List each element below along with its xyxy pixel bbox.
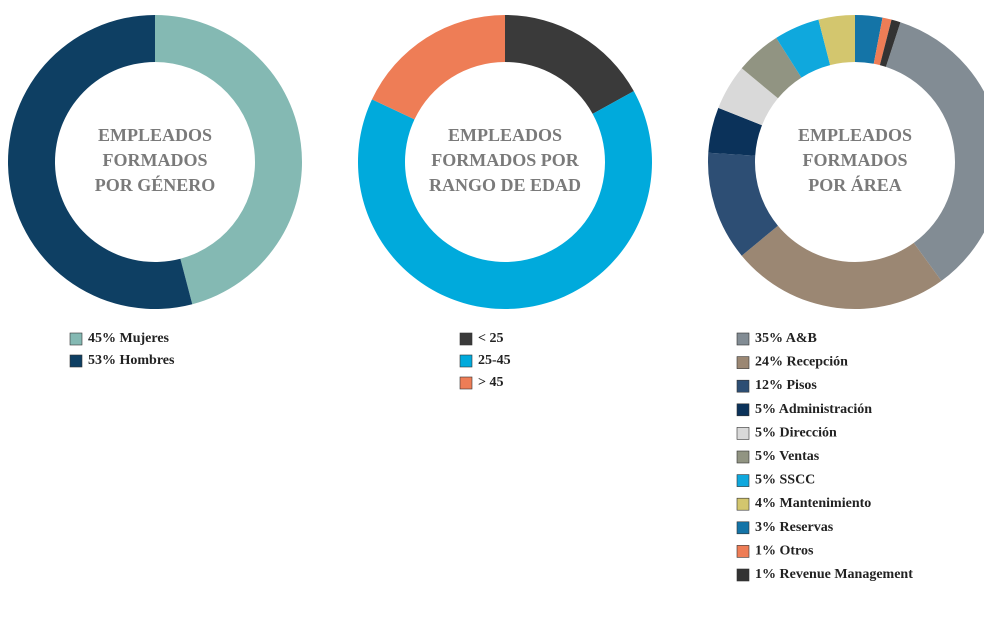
chart-title: RANGO DE EDAD <box>429 175 581 195</box>
legend-label: 1% Revenue Management <box>755 567 913 582</box>
legend-name: < 25 <box>478 331 503 346</box>
legend-name: Ventas <box>779 449 819 464</box>
legend-name: Reservas <box>780 520 834 535</box>
legend-name: Dirección <box>780 426 837 441</box>
donut-slice <box>718 68 778 126</box>
legend-label: 45% Mujeres <box>88 331 170 346</box>
chart-title: EMPLEADOS <box>98 125 212 145</box>
legend-name: A&B <box>786 331 817 346</box>
legend-label: 5% Dirección <box>755 426 837 441</box>
legend-value: 5% <box>755 402 776 417</box>
legend-swatch <box>736 545 750 558</box>
legend-name: Recepción <box>787 355 849 370</box>
chart-title: FORMADOS <box>103 150 208 170</box>
legend-label: 12% Pisos <box>755 378 817 393</box>
legend-swatch <box>69 354 83 368</box>
legend-value: 1% <box>755 567 776 582</box>
legend-name: Revenue Management <box>780 567 914 582</box>
legend-label: 1% Otros <box>755 544 814 559</box>
legend-swatch <box>736 379 750 393</box>
legend-label: 25-45 <box>478 353 511 368</box>
legend-swatch <box>736 356 750 369</box>
legend-label: 5% SSCC <box>755 473 815 488</box>
legend-swatch <box>736 332 750 346</box>
legend-name: Hombres <box>120 353 176 368</box>
legend-value: 24% <box>755 355 783 370</box>
chart-title: EMPLEADOS <box>448 125 562 145</box>
legend-name: SSCC <box>780 473 816 488</box>
legend-label: 35% A&B <box>755 331 817 346</box>
donut-slice <box>776 19 831 78</box>
donut-slice <box>885 22 984 281</box>
chart-title: FORMADOS POR <box>431 150 579 170</box>
legend-swatch <box>459 332 473 346</box>
donut-slice <box>818 15 855 66</box>
donut-slice <box>855 15 883 64</box>
donut-slice <box>708 107 763 156</box>
legend-name: Otros <box>780 544 815 559</box>
legend-label: > 45 <box>478 375 503 390</box>
legend-swatch <box>736 521 750 535</box>
legend-value: 4% <box>755 496 776 511</box>
legend-label: 24% Recepción <box>755 355 848 370</box>
legend-label: < 25 <box>478 331 503 346</box>
legend-label: 5% Ventas <box>755 449 820 464</box>
legend-value: 45% <box>88 331 116 346</box>
donut-slice <box>708 152 778 256</box>
legend-value: 35% <box>755 331 783 346</box>
legend-value: 1% <box>755 544 776 559</box>
donut-slice <box>8 15 193 309</box>
donut-slice <box>741 225 942 309</box>
legend-swatch <box>736 568 750 582</box>
legend-name: Mantenimiento <box>780 496 872 511</box>
legend-name: > 45 <box>478 375 503 390</box>
chart-title: POR GÉNERO <box>95 174 216 195</box>
legend-name: Mujeres <box>120 331 170 346</box>
donut-slice <box>505 15 634 114</box>
legend-swatch <box>459 354 473 368</box>
legend-value: 53% <box>88 353 116 368</box>
legend-swatch <box>736 403 750 417</box>
legend-swatch <box>459 376 473 390</box>
legend-swatch <box>736 497 750 511</box>
legend-swatch <box>736 427 750 440</box>
legend-value: 5% <box>755 449 776 464</box>
legend-name: Pisos <box>787 378 818 393</box>
donut-slice <box>155 15 303 305</box>
legend-swatch <box>736 474 750 487</box>
donut-slice <box>873 17 892 66</box>
legend-value: 5% <box>755 426 776 441</box>
legend-label: 3% Reservas <box>755 520 834 535</box>
donut-slice <box>371 14 505 120</box>
legend-swatch <box>69 332 83 346</box>
legend-value: 12% <box>755 378 783 393</box>
chart-title: POR ÁREA <box>808 174 902 195</box>
legend-value: 5% <box>755 473 776 488</box>
legend-value: 3% <box>755 520 776 535</box>
legend-label: 53% Hombres <box>88 353 175 368</box>
legend-name: 25-45 <box>478 353 511 368</box>
chart-title: FORMADOS <box>803 150 908 170</box>
legend-swatch <box>736 450 750 464</box>
chart-title: EMPLEADOS <box>798 125 912 145</box>
donut-slice <box>879 19 901 67</box>
legend-label: 5% Administración <box>755 402 872 417</box>
donut-slice <box>358 91 652 309</box>
donut-slice <box>741 37 802 99</box>
legend-name: Administración <box>779 402 873 417</box>
legend-label: 4% Mantenimiento <box>755 496 871 511</box>
